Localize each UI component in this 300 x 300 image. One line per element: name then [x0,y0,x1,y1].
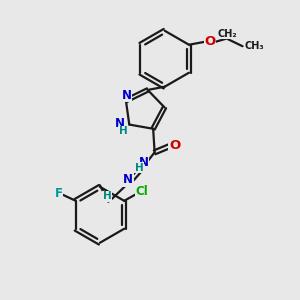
Text: H: H [135,163,143,173]
Text: N: N [123,173,133,186]
Text: O: O [169,140,180,152]
Text: CH₃: CH₃ [244,41,264,51]
Text: H: H [119,126,128,136]
Text: N: N [122,89,131,102]
Text: N: N [115,117,125,130]
Text: Cl: Cl [136,185,148,199]
Text: N: N [139,155,149,169]
Text: H: H [103,191,111,202]
Text: O: O [205,35,216,48]
Text: F: F [55,187,63,200]
Text: CH₂: CH₂ [218,28,237,38]
